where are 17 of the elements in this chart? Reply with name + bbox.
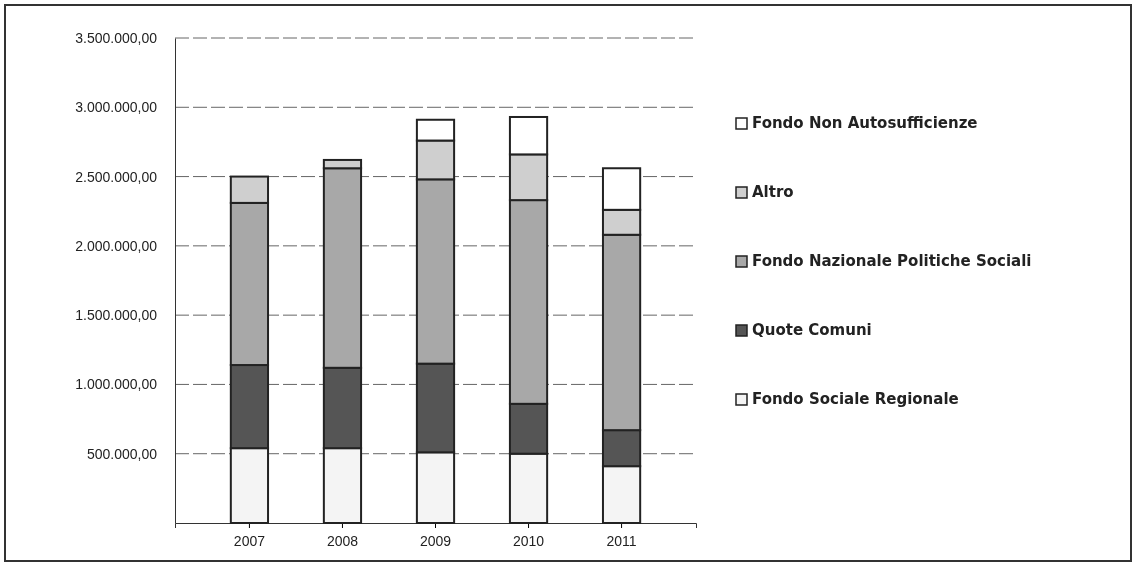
legend-label: Quote Comuni xyxy=(752,321,872,339)
y-tick-label: 1.500.000,00 xyxy=(75,307,158,324)
x-tick-label: 2011 xyxy=(606,533,637,550)
x-tick-label: 2008 xyxy=(326,533,359,550)
y-tick-label: 2.500.000,00 xyxy=(75,168,158,185)
legend-label: Fondo Sociale Regionale xyxy=(752,390,959,408)
y-tick-label: 2.000.000,00 xyxy=(75,237,158,254)
y-tick-label: 3.500.000,00 xyxy=(75,29,158,46)
x-tick-label: 2009 xyxy=(419,533,452,550)
y-tick-label: 1.000.000,00 xyxy=(75,376,158,393)
x-tick-label: 2010 xyxy=(512,533,545,550)
x-tick-label: 2007 xyxy=(233,533,266,550)
legend-label: Fondo Non Autosufficienze xyxy=(752,114,978,132)
legend-label: Fondo Nazionale Politiche Sociali xyxy=(752,252,1032,270)
legend-label: Altro xyxy=(752,183,794,201)
y-tick-label: 500.000,00 xyxy=(86,445,158,462)
y-tick-label: 3.000.000,00 xyxy=(75,99,158,116)
